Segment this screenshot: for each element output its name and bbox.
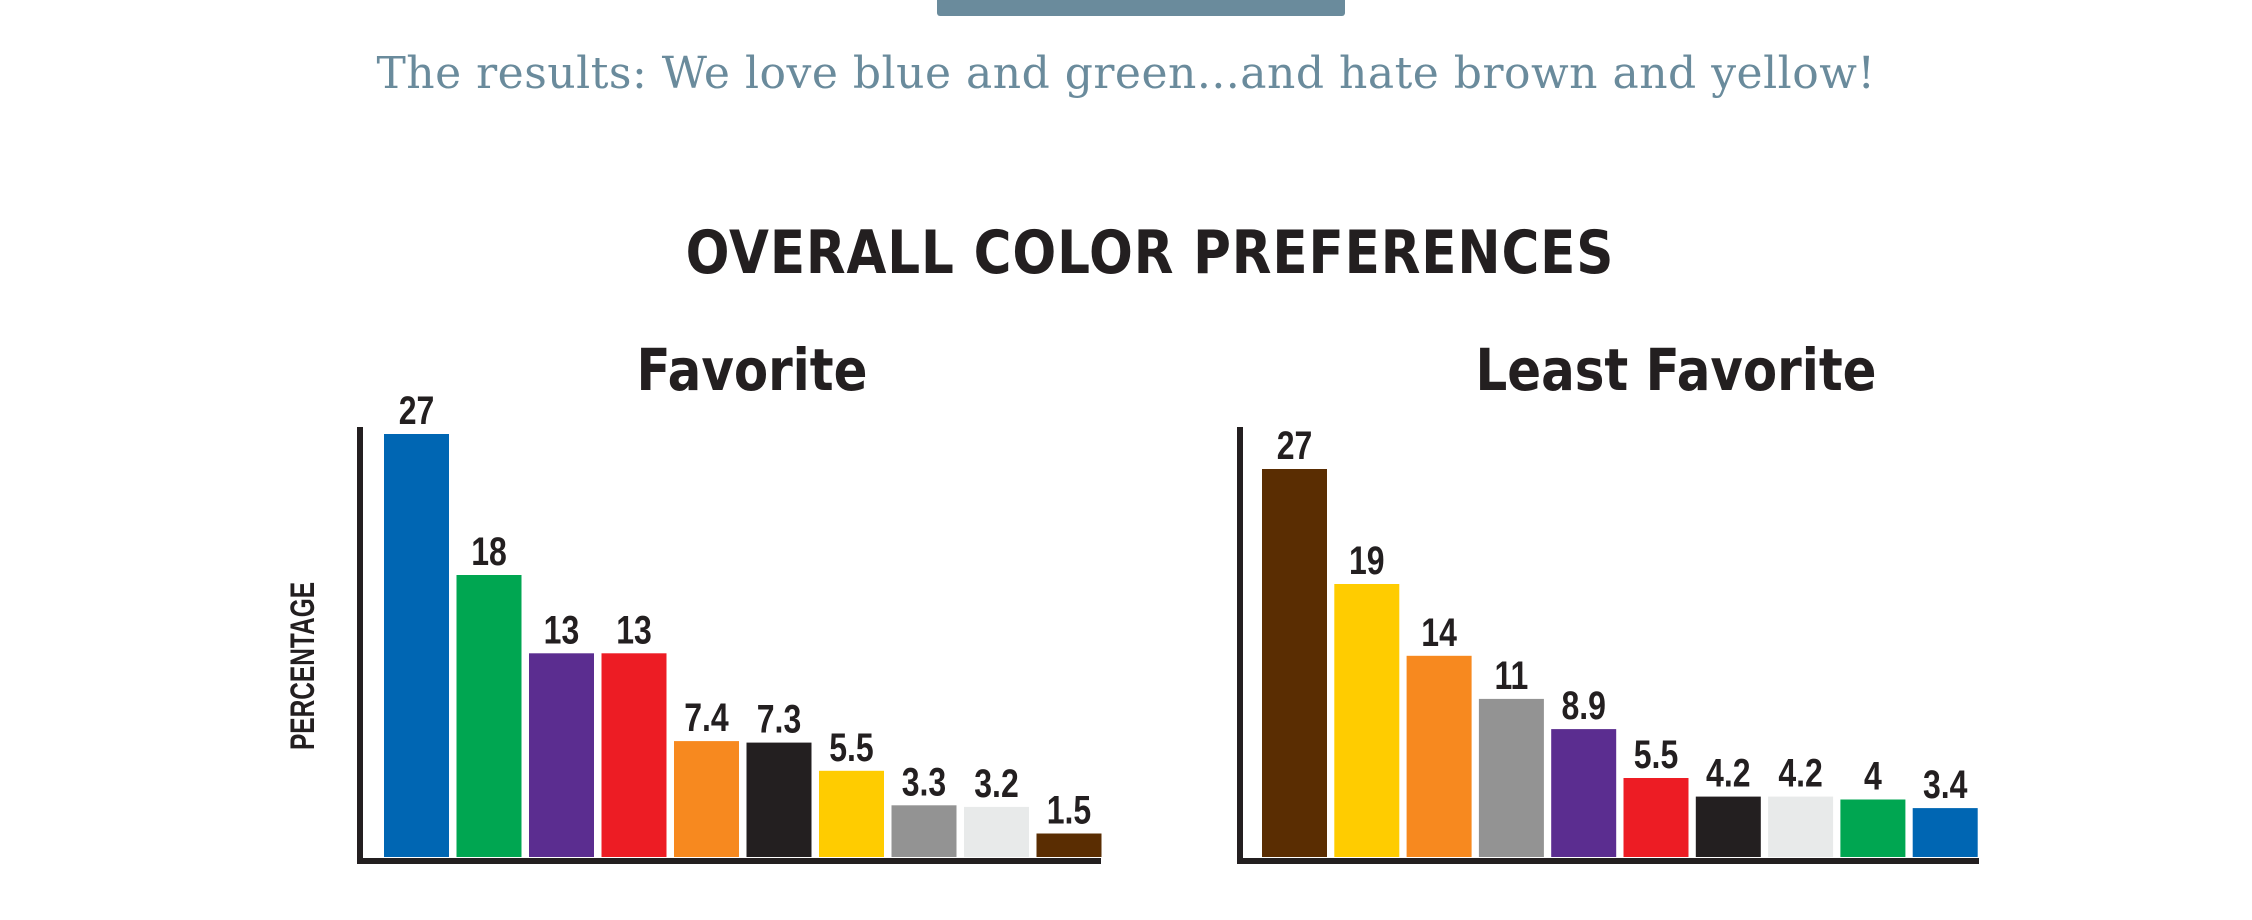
favorite-value-label-red: 13	[616, 607, 652, 652]
least-favorite-value-label-white: 4.2	[1778, 750, 1822, 795]
favorite-bar-red	[601, 653, 667, 857]
least-favorite-bar-orange	[1406, 655, 1472, 857]
favorite-value-label-gray: 3.3	[902, 759, 946, 804]
favorite-bar-blue	[384, 434, 449, 857]
favorite-value-labels: 27 18 13 13 7.4 7.3 5.5 3.3 3.2 1.5	[399, 388, 1092, 833]
least-favorite-bar-red	[1623, 778, 1689, 857]
favorite-value-label-yellow: 5.5	[829, 724, 873, 769]
least-favorite-value-label-orange: 14	[1421, 609, 1457, 654]
top-banner-bar	[937, 0, 1345, 16]
least-favorite-value-label-brown: 27	[1277, 423, 1313, 468]
least-favorite-bar-black	[1695, 796, 1761, 857]
least-favorite-value-label-black: 4.2	[1706, 750, 1750, 795]
favorite-axes	[357, 427, 1101, 864]
results-caption: The results: We love blue and green...an…	[376, 48, 1876, 99]
least-favorite-bar-purple	[1551, 729, 1617, 857]
y-axis-label: PERCENTAGE	[284, 582, 322, 750]
least-favorite-bar-white	[1768, 796, 1834, 857]
favorite-bar-black	[746, 742, 812, 857]
favorite-value-label-purple: 13	[544, 607, 580, 652]
least-favorite-axes	[1237, 427, 1979, 864]
least-favorite-value-label-purple: 8.9	[1561, 683, 1605, 728]
least-favorite-chart: Least Favorite 27 19 14 11 8.9 5.5 4.2 4.2 4 3.4	[1237, 336, 1979, 864]
favorite-value-label-green: 18	[471, 529, 507, 574]
favorite-value-label-brown: 1.5	[1047, 787, 1091, 832]
least-favorite-bar-gray	[1478, 698, 1544, 857]
least-favorite-value-label-green: 4	[1864, 753, 1882, 798]
favorite-bar-orange	[674, 741, 739, 857]
favorite-bar-yellow	[819, 770, 884, 857]
least-favorite-value-label-gray: 11	[1494, 652, 1528, 697]
favorite-value-label-orange: 7.4	[684, 695, 728, 740]
least-favorite-value-label-yellow: 19	[1349, 538, 1385, 583]
least-favorite-bar-brown	[1262, 469, 1327, 857]
least-favorite-bars	[1262, 469, 1978, 857]
favorite-bar-gray	[891, 805, 957, 857]
least-favorite-value-labels: 27 19 14 11 8.9 5.5 4.2 4.2 4 3.4	[1277, 423, 1968, 807]
least-favorite-chart-title: Least Favorite	[1475, 336, 1876, 404]
favorite-bar-white	[964, 806, 1029, 857]
favorite-bar-brown	[1036, 833, 1102, 857]
least-favorite-bar-blue	[1912, 808, 1978, 857]
least-favorite-value-label-red: 5.5	[1634, 732, 1678, 777]
favorite-chart: Favorite PERCENTAGE 27 18 13 13 7.4 7.3 5.5 3.3…	[284, 336, 1102, 864]
favorite-bar-purple	[529, 653, 594, 857]
favorite-bars	[384, 434, 1102, 857]
favorite-value-label-black: 7.3	[757, 696, 801, 741]
favorite-bar-green	[456, 575, 522, 857]
favorite-value-label-blue: 27	[399, 388, 435, 433]
favorite-value-label-white: 3.2	[974, 760, 1018, 805]
chart-title: OVERALL COLOR PREFERENCES	[685, 218, 1615, 288]
least-favorite-bar-yellow	[1334, 584, 1400, 857]
least-favorite-value-label-blue: 3.4	[1923, 762, 1967, 807]
least-favorite-bar-green	[1840, 799, 1906, 857]
favorite-chart-title: Favorite	[637, 336, 868, 404]
